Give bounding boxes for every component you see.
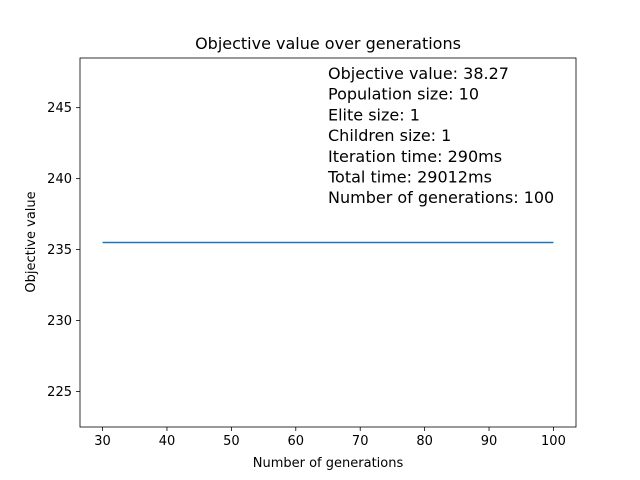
annotation-line: Children size: 1	[328, 126, 451, 145]
annotation-line: Objective value: 38.27	[328, 64, 509, 83]
y-tick-label: 235	[47, 243, 72, 258]
x-axis-label: Number of generations	[253, 456, 404, 471]
plot-frame	[79, 57, 577, 428]
annotation-line: Number of generations: 100	[328, 188, 554, 207]
x-tick-label: 70	[352, 434, 369, 449]
x-tick-label: 100	[541, 434, 566, 449]
x-tick-label: 30	[94, 434, 111, 449]
annotation-line: Iteration time: 290ms	[328, 147, 502, 166]
x-tick-label: 60	[288, 434, 305, 449]
annotation-line: Population size: 10	[328, 85, 479, 104]
x-tick-label: 80	[416, 434, 433, 449]
chart-title: Objective value over generations	[195, 34, 461, 53]
plot-area: 30 40 50 60 70 80 90 100 225 230 235 240 245	[47, 57, 577, 449]
stats-annotation: Objective value: 38.27 Population size: 1…	[327, 64, 554, 207]
x-tick-label: 90	[481, 434, 498, 449]
annotation-line: Elite size: 1	[328, 105, 420, 124]
x-tick-label: 50	[223, 434, 240, 449]
x-tick-label: 40	[159, 434, 176, 449]
y-tick-label: 245	[47, 101, 72, 116]
y-tick-label: 240	[47, 172, 72, 187]
y-tick-label: 225	[47, 385, 72, 400]
y-tick-label: 230	[47, 314, 72, 329]
annotation-line: Total time: 29012ms	[327, 168, 492, 187]
y-axis-label: Objective value	[24, 191, 39, 292]
